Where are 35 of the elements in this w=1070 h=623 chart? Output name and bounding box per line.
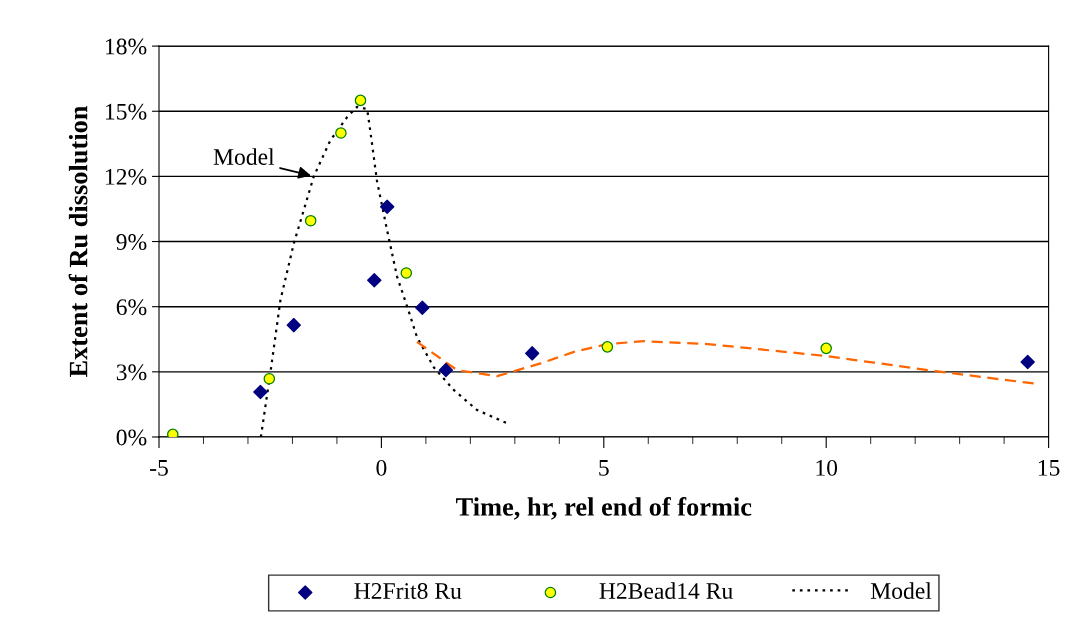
legend-label: H2Bead14 Ru	[599, 582, 733, 599]
annotation: Model	[213, 148, 275, 165]
x-tick-label: 0	[376, 459, 387, 476]
point	[400, 267, 413, 279]
y-tick-label: 9%	[116, 234, 147, 251]
x-axis-title: Time, hr, rel end of formic	[456, 497, 752, 520]
x-tick-label: -5	[150, 460, 168, 476]
point	[379, 199, 395, 215]
y-tick-label: 3%	[116, 364, 147, 381]
legend-label: Model	[870, 582, 932, 599]
point	[286, 317, 301, 333]
y-tick-label: 18%	[106, 38, 147, 55]
point	[820, 342, 832, 355]
legend-label: H2Frit8 Ru	[354, 583, 462, 599]
y-tick-label: 15%	[106, 103, 147, 120]
y-tick-label: 0%	[116, 429, 147, 446]
x-tick-label: 15	[1038, 459, 1060, 476]
point	[367, 272, 382, 288]
point	[354, 94, 367, 107]
point	[304, 214, 317, 227]
x-tick-label: 5	[599, 460, 609, 476]
y-tick-label: 12%	[106, 168, 147, 185]
point	[1020, 354, 1035, 370]
point	[438, 362, 454, 378]
point	[335, 127, 347, 139]
point	[253, 384, 268, 400]
point	[415, 300, 430, 315]
x-tick-label: 10	[816, 459, 838, 476]
y-tick-label: 6%	[116, 299, 147, 316]
point	[167, 428, 179, 437]
point	[263, 373, 276, 385]
y-axis-title: Extent of Ru dissolution	[68, 105, 88, 378]
point	[601, 341, 614, 353]
line-series	[415, 340, 1036, 385]
point	[524, 346, 540, 361]
